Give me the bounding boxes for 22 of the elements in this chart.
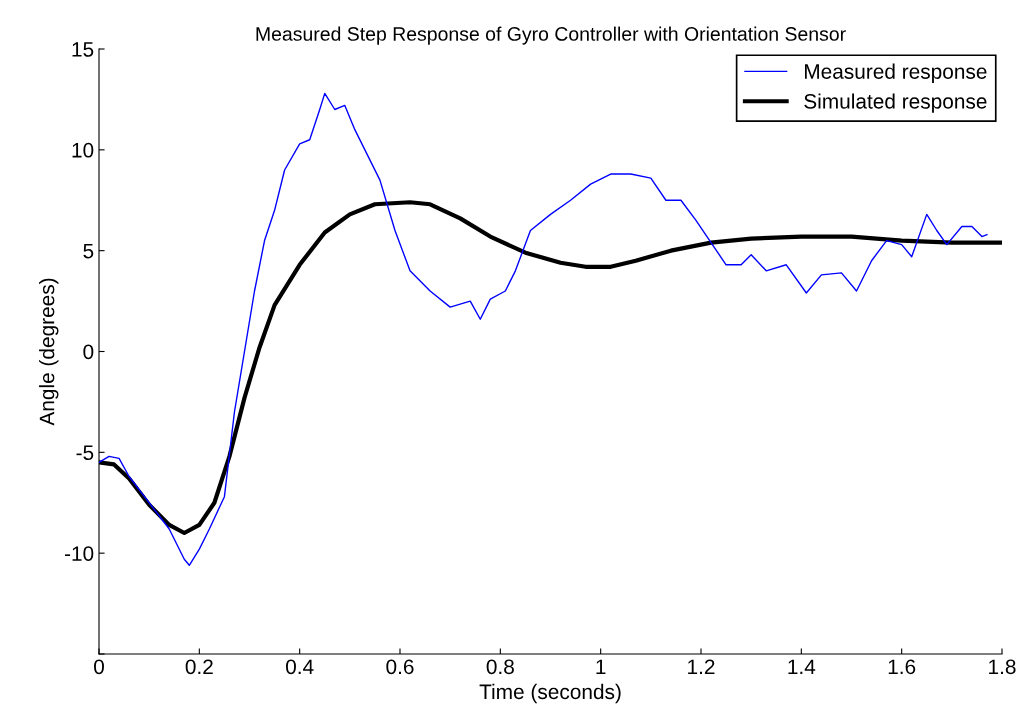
y-tick-label: 0 bbox=[83, 344, 94, 360]
legend-label: Simulated response bbox=[804, 93, 987, 113]
y-tick-label: -5 bbox=[76, 445, 94, 461]
x-tick-label: 1.2 bbox=[688, 659, 715, 674]
y-axis-title: Angle (degrees) bbox=[39, 278, 59, 426]
x-tick-label: 1.4 bbox=[788, 659, 816, 674]
x-tick-label: 1 bbox=[596, 659, 606, 674]
x-tick-label: 0.4 bbox=[286, 659, 314, 675]
y-tick-label: 5 bbox=[83, 243, 94, 259]
y-tick-label: 10 bbox=[72, 142, 94, 158]
y-tick-label: -10 bbox=[64, 546, 94, 561]
x-tick-label: 1.6 bbox=[888, 659, 916, 675]
line-series bbox=[99, 92, 988, 566]
legend-label: Measured response bbox=[805, 63, 987, 83]
y-tick-label: 15 bbox=[72, 42, 94, 57]
chart-title: Measured Step Response of Gyro Controller with Orientation Sensor bbox=[256, 26, 846, 45]
x-tick-label: 0 bbox=[94, 659, 104, 675]
x-tick-label: 0.2 bbox=[185, 659, 213, 675]
x-axis-title: Time (seconds) bbox=[479, 683, 621, 704]
x-tick-label: 1.8 bbox=[989, 659, 1016, 675]
x-tick-label: 0.8 bbox=[486, 659, 514, 675]
x-tick-label: 0.6 bbox=[386, 659, 414, 675]
